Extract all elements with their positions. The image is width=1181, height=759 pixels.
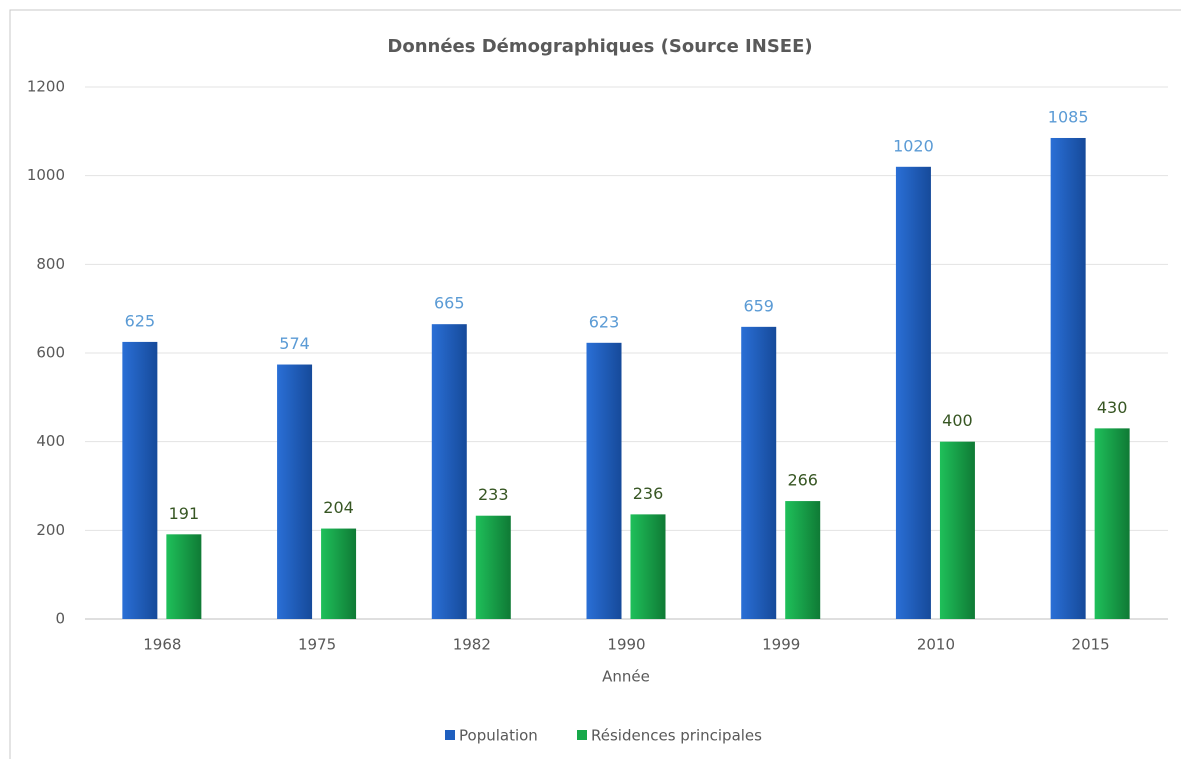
bar — [895, 166, 931, 620]
x-tick-label: 1975 — [298, 636, 336, 654]
bar — [1094, 428, 1130, 619]
y-tick-label: 600 — [36, 344, 65, 362]
bar — [321, 528, 357, 619]
legend-label: Population — [459, 727, 538, 745]
bar — [475, 515, 511, 619]
y-tick-label: 400 — [36, 432, 65, 450]
y-tick-label: 800 — [36, 255, 65, 273]
y-tick-label: 1200 — [27, 78, 65, 96]
data-label: 233 — [478, 485, 509, 504]
data-label: 236 — [633, 484, 664, 503]
bar — [586, 342, 622, 619]
x-tick-label: 2010 — [917, 636, 955, 654]
y-tick-label: 0 — [55, 610, 65, 628]
data-label: 659 — [743, 296, 774, 315]
x-axis-label: Année — [602, 668, 650, 686]
data-label: 625 — [125, 311, 156, 330]
bar — [741, 326, 777, 619]
bar — [939, 441, 975, 619]
data-label: 574 — [279, 334, 310, 353]
bar — [431, 324, 467, 619]
data-label: 623 — [589, 312, 620, 331]
legend-swatch — [445, 730, 455, 740]
legend-label: Résidences principales — [591, 727, 762, 745]
y-tick-label: 200 — [36, 521, 65, 539]
data-label: 1085 — [1048, 107, 1089, 126]
legend-swatch — [577, 730, 587, 740]
data-label: 266 — [787, 471, 818, 490]
data-label: 400 — [942, 411, 973, 430]
x-tick-label: 1990 — [607, 636, 645, 654]
chart-title: Données Démographiques (Source INSEE) — [387, 36, 812, 57]
x-tick-label: 1968 — [143, 636, 181, 654]
data-label: 204 — [323, 498, 354, 517]
data-label: 430 — [1097, 398, 1128, 417]
bar — [1050, 137, 1086, 619]
bar — [785, 501, 821, 619]
y-tick-label: 1000 — [27, 166, 65, 184]
bar — [277, 364, 313, 619]
bar — [630, 514, 666, 619]
chart-border — [9, 9, 1181, 759]
x-tick-label: 2015 — [1072, 636, 1110, 654]
bar — [166, 534, 202, 619]
bar — [122, 341, 158, 619]
data-label: 1020 — [893, 136, 934, 155]
x-tick-label: 1982 — [453, 636, 491, 654]
data-label: 191 — [169, 504, 200, 523]
data-label: 665 — [434, 294, 465, 313]
x-tick-label: 1999 — [762, 636, 800, 654]
